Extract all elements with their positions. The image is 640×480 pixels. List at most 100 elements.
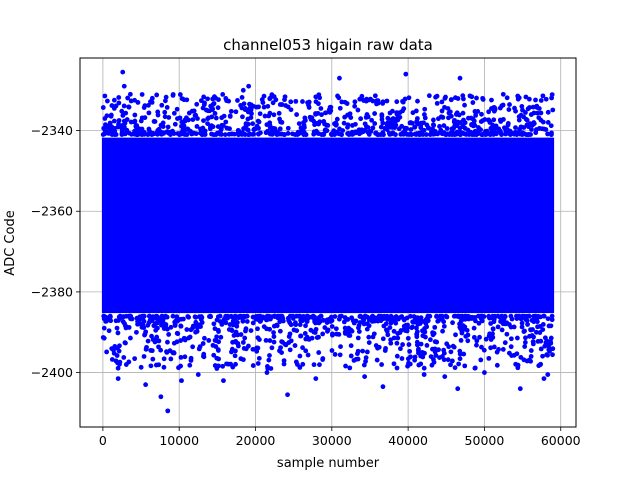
data-point: [416, 346, 421, 352]
data-point: [526, 96, 532, 102]
data-point: [488, 345, 494, 351]
data-point: [434, 339, 440, 345]
data-point: [544, 338, 550, 344]
data-point: [305, 352, 311, 358]
data-point: [533, 130, 539, 136]
data-point: [507, 102, 512, 107]
data-point: [394, 99, 400, 105]
data-point: [193, 314, 199, 320]
data-point: [304, 334, 310, 340]
data-point: [543, 96, 549, 102]
data-point: [317, 119, 323, 125]
data-point: [146, 110, 152, 116]
data-point: [528, 122, 534, 127]
data-point: [483, 128, 488, 134]
outlier-point: [482, 370, 487, 375]
data-point: [188, 358, 194, 363]
data-point: [418, 361, 424, 367]
data-point: [174, 106, 180, 112]
data-point: [321, 119, 327, 124]
data-point: [325, 123, 331, 128]
data-point: [505, 121, 511, 126]
data-point: [385, 115, 391, 121]
data-point: [256, 119, 262, 125]
data-point: [303, 348, 309, 354]
data-point: [337, 126, 342, 132]
data-point: [201, 118, 206, 124]
data-point: [254, 345, 260, 351]
data-point: [497, 128, 503, 134]
data-point: [472, 365, 478, 371]
outlier-point: [111, 106, 117, 111]
data-point: [527, 105, 532, 110]
data-point: [269, 314, 275, 320]
data-point: [218, 334, 224, 340]
x-tick-label: 40000: [388, 433, 428, 448]
data-point: [166, 332, 172, 337]
data-point: [494, 349, 500, 355]
data-point: [299, 126, 305, 132]
data-point: [336, 95, 342, 101]
data-point: [333, 326, 339, 332]
data-point: [506, 107, 512, 112]
data-point: [441, 123, 447, 129]
data-point: [146, 102, 151, 108]
data-point: [509, 353, 515, 358]
data-point: [412, 357, 418, 363]
data-point: [164, 350, 170, 355]
data-point: [320, 356, 326, 361]
data-point: [363, 124, 369, 129]
data-point: [255, 326, 260, 332]
outlier-point: [545, 372, 551, 377]
data-point: [140, 313, 146, 319]
data-point: [512, 105, 517, 111]
data-point: [421, 365, 427, 371]
outlier-point: [158, 394, 164, 400]
data-point: [125, 95, 131, 101]
outlier-point: [240, 87, 246, 93]
y-tick-label: −2380: [31, 284, 73, 299]
data-point: [545, 131, 550, 137]
data-point: [391, 361, 397, 367]
data-point: [233, 348, 238, 354]
data-point: [257, 111, 263, 117]
data-point: [316, 350, 322, 355]
data-point: [490, 326, 496, 332]
data-point: [291, 327, 297, 333]
data-point: [460, 317, 466, 322]
data-point: [418, 125, 424, 131]
data-point: [200, 105, 206, 111]
data-point: [508, 132, 513, 138]
data-point: [290, 313, 296, 319]
data-point: [538, 110, 544, 116]
data-point: [481, 347, 487, 353]
data-point: [380, 101, 386, 106]
data-point: [479, 344, 484, 350]
data-point: [115, 365, 121, 371]
data-point: [154, 320, 160, 326]
data-point: [212, 111, 218, 116]
data-point: [410, 120, 415, 126]
data-point: [185, 314, 191, 319]
data-point: [160, 120, 166, 126]
data-point: [448, 349, 454, 355]
data-point: [495, 324, 501, 330]
data-point: [548, 339, 553, 344]
data-point: [419, 349, 425, 355]
data-point: [527, 333, 532, 339]
outlier-point: [517, 386, 523, 392]
data-point: [462, 363, 468, 369]
data-point: [408, 127, 414, 132]
outlier-point: [313, 376, 319, 382]
data-point: [370, 125, 376, 131]
data-point: [216, 329, 221, 334]
data-point: [451, 132, 457, 137]
data-point: [433, 131, 439, 136]
data-point: [442, 104, 447, 110]
data-point: [329, 324, 335, 329]
data-point: [202, 128, 208, 134]
data-point: [453, 332, 458, 338]
data-point: [113, 318, 119, 324]
data-point: [508, 344, 514, 350]
data-point: [361, 318, 367, 323]
